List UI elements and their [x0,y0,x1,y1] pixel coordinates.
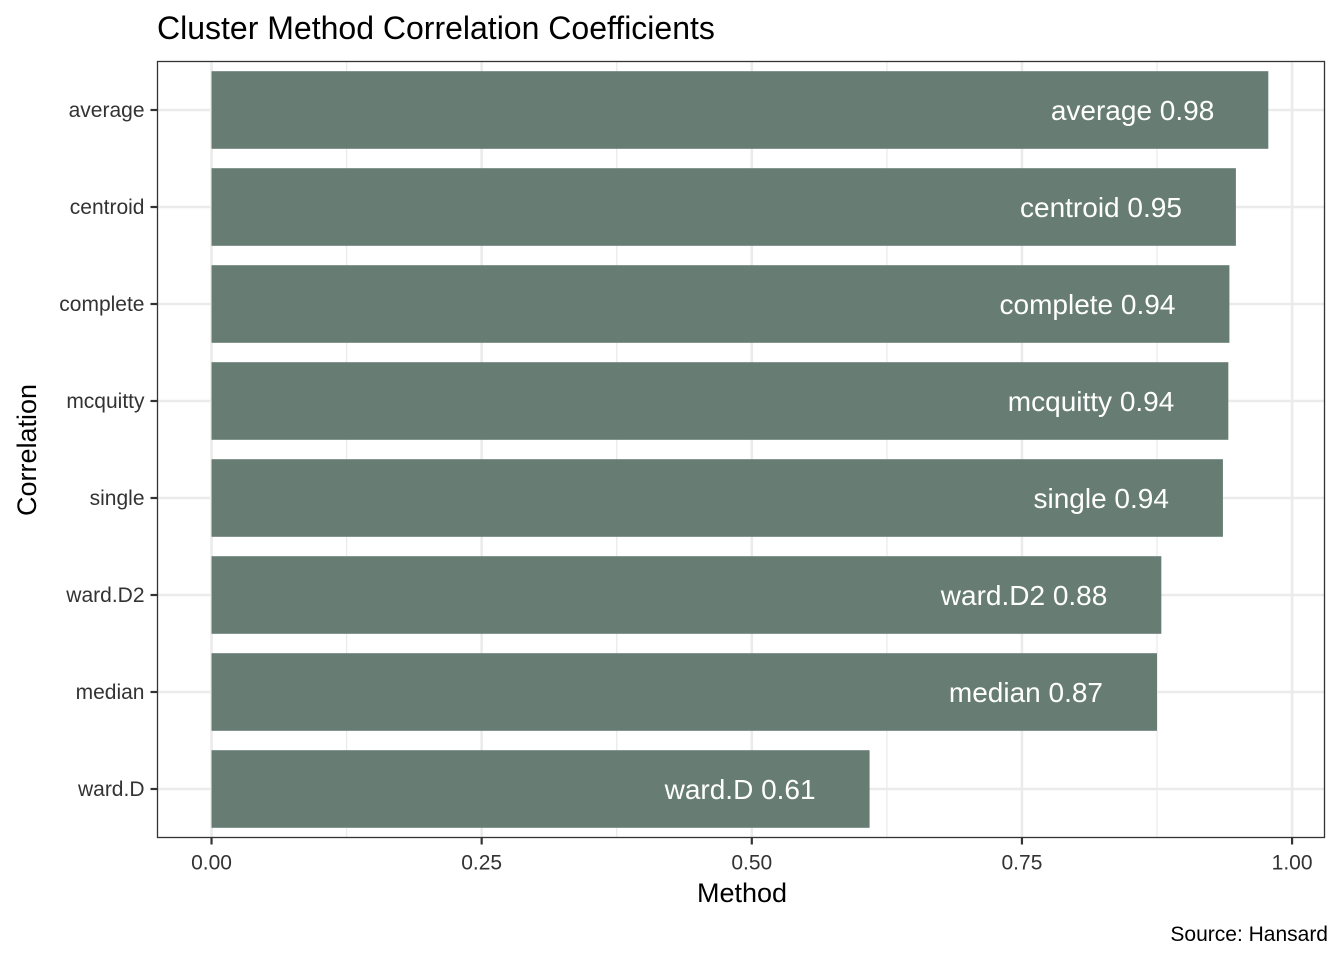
x-axis: 0.00 0.25 0.50 0.75 1.00 [191,837,1313,875]
y-tick-label: average [69,99,145,122]
x-axis-title: Method [697,878,787,908]
y-axis: average centroid complete mcquitty single war… [59,99,158,801]
bar-value-label: mcquitty 0.94 [1008,386,1175,417]
y-tick-label: centroid [70,196,145,219]
y-tick-label: mcquitty [66,390,145,413]
bar [211,168,1236,246]
bar [211,750,870,828]
x-tick-label: 1.00 [1272,852,1313,875]
bar-value-label: ward.D 0.61 [664,774,816,805]
y-tick-label: ward.D2 [65,584,144,607]
bar-value-label: centroid 0.95 [1020,192,1182,223]
x-tick-label: 0.50 [731,852,772,875]
bar [211,459,1223,537]
bar-value-label: median 0.87 [949,677,1103,708]
y-tick-label: complete [59,293,144,316]
bars: average 0.98 centroid 0.95 complete 0.94 mc… [211,71,1269,828]
bar-value-label: ward.D2 0.88 [940,580,1108,611]
y-tick-label: ward.D [77,778,145,801]
bar [211,362,1229,440]
bar-value-label: single 0.94 [1033,483,1168,514]
bar [211,265,1230,343]
bar [211,653,1158,731]
x-tick-label: 0.75 [1002,852,1043,875]
bar-value-label: complete 0.94 [1000,289,1176,320]
y-tick-label: single [90,487,145,510]
x-tick-label: 0.25 [461,852,502,875]
bar [211,71,1269,149]
x-tick-label: 0.00 [191,852,232,875]
y-tick-label: median [76,681,145,704]
bar [211,556,1162,634]
plot-border [156,60,1326,839]
y-axis-title: Correlation [12,384,42,516]
chart-title: Cluster Method Correlation Coefficients [157,10,715,46]
bar-value-label: average 0.98 [1051,95,1214,126]
source-caption: Source: Hansard [1170,923,1328,946]
